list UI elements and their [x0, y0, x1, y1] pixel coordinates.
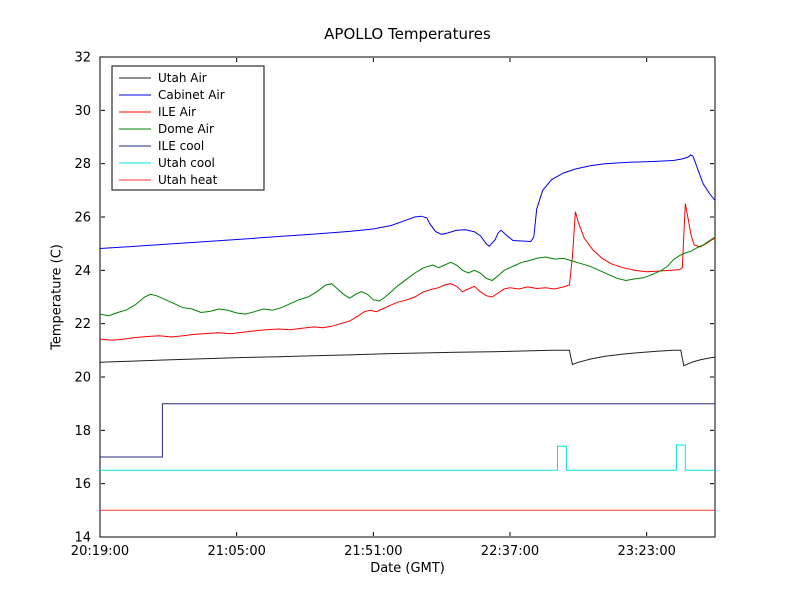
legend-label-utah-heat: Utah heat: [158, 173, 218, 187]
x-tick-label: 22:37:00: [481, 544, 539, 559]
series-line-ile-air: [99, 203, 716, 341]
y-tick-label: 20: [74, 371, 91, 386]
legend-label-ile-cool: ILE cool: [158, 139, 204, 153]
x-tick-label: 21:51:00: [344, 544, 402, 559]
series-line-ile-cool: [100, 403, 715, 458]
x-axis-label: Date (GMT): [370, 561, 445, 576]
y-tick-label: 28: [74, 157, 91, 172]
legend-label-ile-air: ILE Air: [158, 105, 196, 119]
x-tick-label: 21:05:00: [207, 544, 265, 559]
legend-label-utah-cool: Utah cool: [158, 156, 215, 170]
x-tick-label: 20:19:00: [71, 544, 129, 559]
y-tick-label: 32: [74, 51, 91, 66]
y-tick-label: 18: [74, 424, 91, 439]
y-tick-label: 30: [74, 104, 91, 119]
legend-label-cabinet-air: Cabinet Air: [158, 88, 225, 102]
series-line-utah-air: [99, 349, 716, 367]
axes-frame: [99, 56, 716, 538]
y-tick-label: 22: [74, 317, 91, 332]
legend-label-utah-air: Utah Air: [158, 71, 207, 85]
y-tick-label: 26: [74, 211, 91, 226]
y-tick-label: 24: [74, 264, 91, 279]
y-tick-label: 16: [74, 477, 91, 492]
legend-box: [111, 65, 265, 191]
legend-label-dome-air: Dome Air: [158, 122, 214, 136]
chart-title: APOLLO Temperatures: [324, 25, 491, 43]
y-tick-label: 14: [74, 531, 91, 546]
series-line-dome-air: [99, 236, 716, 317]
x-tick-label: 23:23:00: [617, 544, 675, 559]
series-line-cabinet-air: [99, 154, 716, 249]
series-line-utah-cool: [100, 444, 715, 471]
